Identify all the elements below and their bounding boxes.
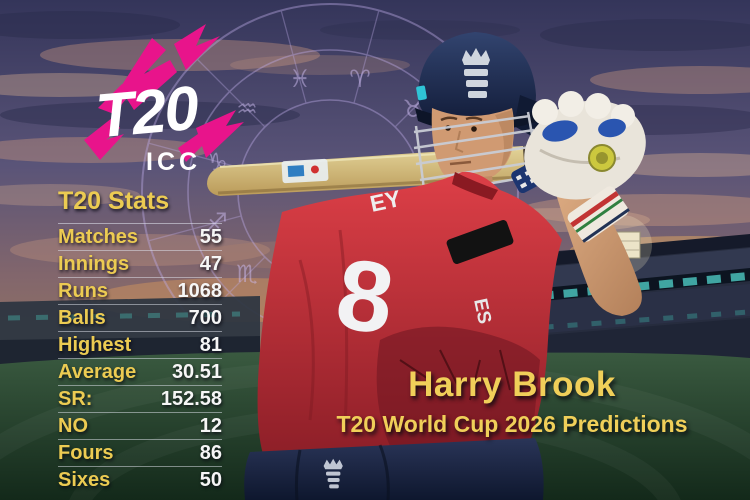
jersey-side-fragment: ES	[469, 297, 495, 326]
stat-value: 47	[199, 252, 222, 275]
stat-value: 1068	[177, 279, 223, 302]
stat-label: Innings	[58, 252, 130, 275]
stat-row-average: Average 30.51	[58, 359, 222, 386]
bat-sticker	[281, 158, 329, 184]
stat-label: Highest	[58, 333, 132, 356]
jersey-name-fragment: EY	[368, 185, 403, 217]
logo-t20-text: T20	[93, 74, 201, 152]
jersey-number: 8	[331, 238, 400, 356]
stat-label: Runs	[58, 279, 108, 302]
logo-lightning-bolts	[84, 24, 244, 162]
trousers	[244, 438, 544, 500]
stat-label: NO	[58, 414, 88, 437]
stat-row-not-outs: NO 12	[58, 413, 222, 440]
t20-stats-panel: T20 Stats Matches 55 Innings 47 Runs 106…	[58, 186, 222, 493]
stat-value: 700	[188, 306, 222, 329]
stat-row-strike-rate: SR: 152.58	[58, 386, 222, 413]
player-name: Harry Brook	[408, 365, 616, 404]
stat-row-fours: Fours 86	[58, 440, 222, 467]
stats-title: T20 Stats	[58, 186, 222, 224]
stat-label: Fours	[58, 441, 114, 464]
stat-value: 81	[199, 333, 222, 356]
stat-value: 55	[199, 225, 222, 248]
stat-value: 12	[199, 414, 222, 437]
stat-label: SR:	[58, 387, 93, 410]
svg-text:♈: ♈	[349, 65, 371, 93]
svg-text:♒: ♒	[236, 95, 258, 123]
svg-text:♓: ♓	[289, 65, 311, 93]
stat-row-highest: Highest 81	[58, 332, 222, 359]
batting-gloves	[511, 91, 646, 243]
jersey-torso	[257, 171, 562, 454]
stat-label: Matches	[58, 225, 139, 248]
stat-label: Sixes	[58, 468, 111, 491]
poster-caption: T20 World Cup 2026 Predictions	[336, 411, 688, 437]
stat-value: 30.51	[171, 360, 222, 383]
england-crest	[462, 48, 490, 98]
stat-label: Balls	[58, 306, 106, 329]
trouser-crest	[323, 458, 343, 489]
stat-row-sixes: Sixes 50	[58, 467, 222, 493]
logo-icc-text: ICC	[146, 148, 201, 176]
stat-value: 86	[199, 441, 222, 464]
icc-t20-logo: T20 ICC	[84, 24, 244, 176]
stat-row-matches: Matches 55	[58, 224, 222, 251]
svg-text:♏: ♏	[236, 260, 258, 288]
stat-value: 50	[199, 468, 222, 491]
svg-text:♐: ♐	[206, 208, 228, 236]
stat-row-innings: Innings 47	[58, 251, 222, 278]
stat-row-runs: Runs 1068	[58, 278, 222, 305]
batsman-illustration: EY 8 ES	[244, 32, 646, 500]
stat-row-balls: Balls 700	[58, 305, 222, 332]
hero-title-block: Harry Brook T20 World Cup 2026 Predictio…	[300, 366, 724, 438]
stat-label: Average	[58, 360, 137, 383]
stat-value: 152.58	[160, 387, 222, 410]
